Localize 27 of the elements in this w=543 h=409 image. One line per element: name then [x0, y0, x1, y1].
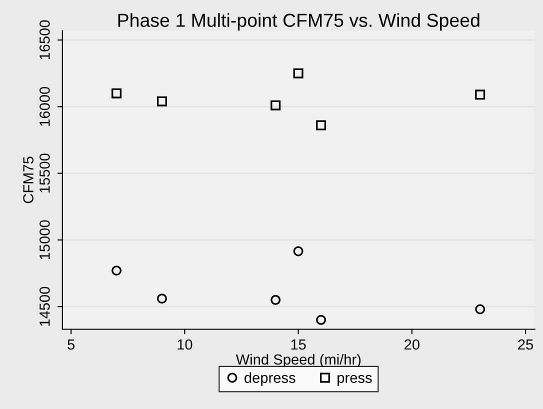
y-tick-label: 16000 — [40, 86, 50, 126]
y-tick-label: 16500 — [40, 20, 50, 60]
legend-label: depress — [244, 372, 296, 386]
x-axis-title: Wind Speed (mi/hr) — [236, 354, 361, 368]
point — [270, 294, 281, 305]
point — [475, 90, 486, 100]
chart-title: Phase 1 Multi-point CFM75 vs. Wind Speed — [118, 13, 480, 31]
point — [293, 68, 304, 78]
point — [112, 266, 122, 276]
point — [156, 294, 167, 304]
x-tick-label: 25 — [518, 339, 534, 350]
point — [112, 88, 122, 98]
x-tick-label: 5 — [68, 340, 75, 350]
y-tick-label: 15000 — [40, 220, 50, 260]
point — [156, 96, 167, 106]
x-tick-label: 15 — [291, 340, 306, 350]
point — [316, 314, 326, 325]
y-tick-label: 14500 — [40, 286, 50, 326]
y-tick-label: 15500 — [40, 154, 50, 192]
point — [316, 120, 326, 130]
point — [293, 246, 304, 256]
y-axis-title: CFM75 — [23, 156, 34, 204]
x-tick-label: 20 — [404, 339, 420, 350]
point — [475, 304, 486, 314]
point — [270, 100, 281, 110]
legend-label: press — [338, 374, 372, 386]
x-tick-label: 10 — [178, 339, 192, 350]
